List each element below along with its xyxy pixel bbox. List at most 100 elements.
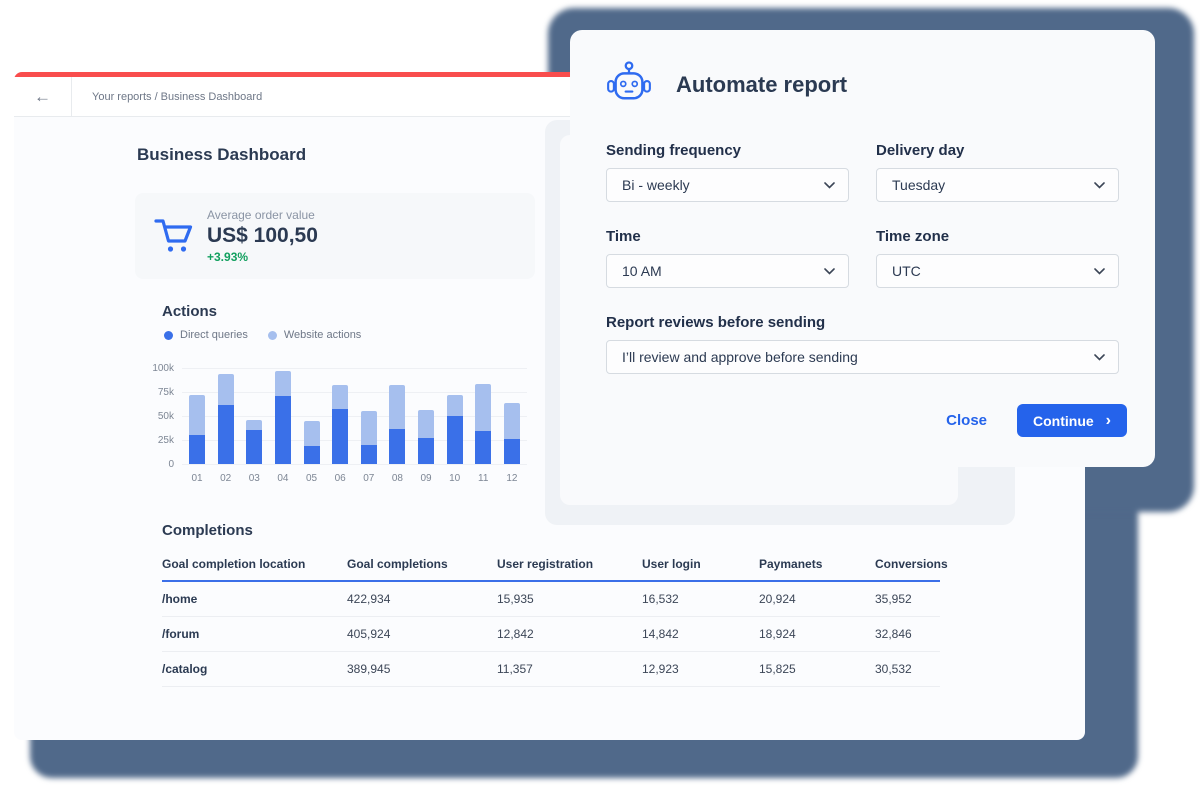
continue-button[interactable]: Continue ›	[1017, 404, 1127, 437]
direct-queries-segment	[418, 438, 434, 464]
x-tick-label: 06	[334, 473, 346, 484]
bar-08[interactable]: 08	[389, 385, 406, 484]
time-zone-select[interactable]: UTC	[876, 254, 1119, 288]
table-row: /catalog 389,945 11,357 12,923 15,825 30,532	[162, 652, 940, 687]
average-order-value-card: Average order value US$ 100,50 +3.93%	[135, 193, 535, 279]
actions-chart: 100k 75k 50k 25k 0 01 02 03 04 05 06 07 08 09 10 11 12	[152, 363, 527, 484]
direct-queries-segment	[389, 429, 406, 464]
gridline	[182, 392, 527, 393]
cell-value: 15,825	[759, 662, 796, 676]
kpi-text: Average order value US$ 100,50 +3.93%	[207, 208, 318, 264]
direct-queries-segment	[360, 444, 377, 464]
shopping-cart-icon	[151, 216, 197, 256]
direct-queries-segment	[217, 405, 234, 464]
field-report-reviews: Report reviews before sending I’ll revie…	[606, 314, 1119, 374]
cell-value: 14,842	[642, 627, 679, 641]
cell-value: 11,357	[497, 662, 533, 676]
breadcrumb[interactable]: Your reports / Business Dashboard	[92, 90, 263, 103]
bar-11[interactable]: 11	[475, 384, 492, 484]
robot-icon	[606, 60, 652, 109]
column-header: User login	[642, 557, 701, 571]
bar-06[interactable]: 06	[332, 385, 349, 484]
x-tick-label: 07	[363, 473, 375, 484]
bar-05[interactable]: 05	[303, 420, 320, 484]
website-actions-segment	[503, 402, 520, 440]
cell-location: /home	[162, 592, 198, 606]
website-actions-segment	[418, 410, 434, 439]
gridline	[182, 416, 527, 417]
gridline	[182, 440, 527, 441]
sending-frequency-select[interactable]: Bi - weekly	[606, 168, 849, 202]
field-sending-frequency: Sending frequency Bi - weekly	[606, 142, 849, 202]
cell-location: /forum	[162, 627, 200, 641]
y-tick-label: 50k	[157, 411, 174, 422]
kpi-delta: +3.93%	[207, 250, 249, 264]
bar-12[interactable]: 12	[503, 402, 520, 484]
x-tick-label: 10	[449, 473, 461, 484]
page-title: Business Dashboard	[137, 145, 307, 164]
legend-dot-website-actions	[267, 330, 277, 340]
field-label: Time	[606, 228, 641, 245]
field-label: Report reviews before sending	[606, 314, 826, 331]
select-value: Bi - weekly	[622, 177, 690, 193]
y-tick-label: 100k	[152, 363, 174, 374]
bar-09[interactable]: 09	[418, 410, 434, 484]
bar-02[interactable]: 02	[217, 373, 234, 484]
legend-label: Direct queries	[180, 329, 248, 341]
legend-item-website-actions[interactable]: Website actions	[267, 329, 361, 341]
cell-value: 405,924	[347, 627, 391, 641]
window-accent-bar	[14, 72, 1085, 77]
column-header: Goal completion location	[162, 557, 306, 571]
chevron-down-icon	[1094, 353, 1105, 361]
column-header: Paymanets	[759, 557, 823, 571]
cell-value: 32,846	[875, 627, 912, 641]
bar-01[interactable]: 01	[189, 394, 205, 484]
website-actions-segment	[274, 370, 291, 396]
select-value: 10 AM	[622, 263, 662, 279]
website-actions-segment	[303, 420, 320, 446]
cell-location: /catalog	[162, 662, 208, 676]
chart-legend: Direct queries Website actions	[164, 329, 361, 341]
delivery-day-select[interactable]: Tuesday	[876, 168, 1119, 202]
y-tick-label: 0	[168, 459, 174, 470]
bar-04[interactable]: 04	[274, 370, 291, 484]
chevron-right-icon: ›	[1105, 411, 1111, 429]
direct-queries-segment	[503, 439, 520, 464]
x-tick-label: 05	[305, 473, 318, 484]
chevron-down-icon	[1094, 267, 1105, 275]
select-value: I’ll review and approve before sending	[622, 349, 858, 365]
table-row: /forum 405,924 12,842 14,842 18,924 32,846	[162, 617, 940, 652]
completions-table-body: /home 422,934 15,935 16,532 20,924 35,952/for…	[162, 582, 940, 687]
cell-value: 389,945	[347, 662, 391, 676]
cell-value: 16,532	[642, 592, 679, 606]
close-button[interactable]: Close	[946, 412, 988, 429]
actions-chart-plot: 01 02 03 04 05 06 07 08 09 10 11 12	[182, 368, 527, 484]
bar-07[interactable]: 07	[360, 411, 377, 484]
chart-y-axis: 100k 75k 50k 25k 0	[152, 363, 182, 470]
field-label: Delivery day	[876, 142, 965, 159]
website-actions-segment	[360, 411, 377, 445]
field-delivery-day: Delivery day Tuesday	[876, 142, 1119, 202]
table-row: /home 422,934 15,935 16,532 20,924 35,952	[162, 582, 940, 617]
direct-queries-segment	[246, 430, 263, 464]
cell-value: 20,924	[759, 592, 796, 606]
y-tick-label: 25k	[157, 435, 174, 446]
back-arrow-icon: ←	[34, 87, 51, 106]
report-reviews-select[interactable]: I’ll review and approve before sending	[606, 340, 1119, 374]
direct-queries-segment	[475, 431, 492, 464]
website-actions-segment	[389, 385, 406, 430]
modal-header: Automate report	[606, 60, 1119, 109]
direct-queries-segment	[274, 395, 291, 464]
kpi-label: Average order value	[207, 208, 315, 222]
x-tick-label: 09	[420, 473, 432, 484]
cell-value: 35,952	[875, 592, 912, 606]
legend-item-direct-queries[interactable]: Direct queries	[164, 329, 248, 341]
cell-value: 30,532	[875, 662, 912, 676]
x-tick-label: 12	[506, 473, 518, 484]
cell-value: 15,935	[497, 592, 534, 606]
back-button[interactable]: ←	[14, 77, 72, 116]
legend-dot-direct-queries	[164, 330, 173, 340]
time-select[interactable]: 10 AM	[606, 254, 849, 288]
bar-10[interactable]: 10	[446, 394, 463, 484]
bar-03[interactable]: 03	[246, 419, 263, 484]
